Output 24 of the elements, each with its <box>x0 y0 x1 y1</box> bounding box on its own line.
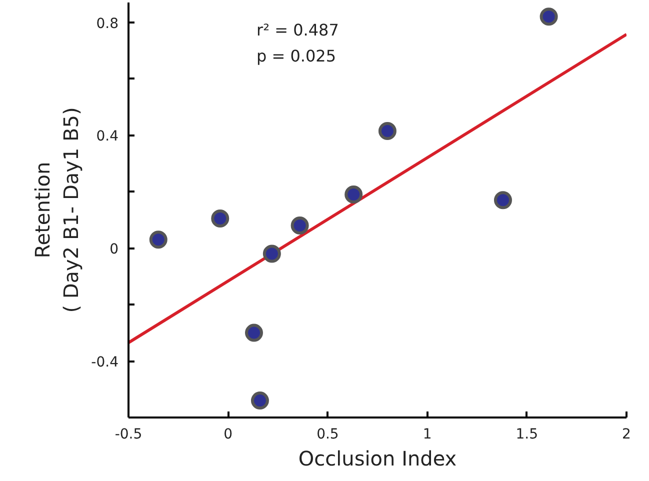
x-tick-label: 0.5 <box>316 426 339 442</box>
x-tick-label: 0 <box>224 426 233 442</box>
point <box>378 122 396 140</box>
point <box>290 216 309 235</box>
point <box>244 324 263 342</box>
point <box>262 244 281 263</box>
point <box>149 230 168 249</box>
annotation: p = 0.025 <box>256 46 336 66</box>
y-tick-label: -0.4 <box>91 354 119 371</box>
x-tick-label: 1 <box>422 426 432 442</box>
y-tick-label: 0.4 <box>96 128 119 145</box>
annotation: r² = 0.487 <box>256 20 339 40</box>
x-axis-title: Occlusion Index <box>298 446 457 470</box>
y-axis-title: Retention ( Day2 B1- Day1 B5) <box>30 107 84 313</box>
point <box>250 392 269 410</box>
x-tick-label: 2 <box>622 426 631 442</box>
point <box>344 185 363 204</box>
y-tick-label: 0.8 <box>96 16 118 32</box>
y-tick-label: 0 <box>110 242 119 258</box>
point <box>211 209 230 228</box>
point <box>540 8 558 26</box>
x-tick-label: -0.5 <box>114 426 142 442</box>
x-tick-label: 1.5 <box>516 426 538 442</box>
point <box>494 191 512 210</box>
